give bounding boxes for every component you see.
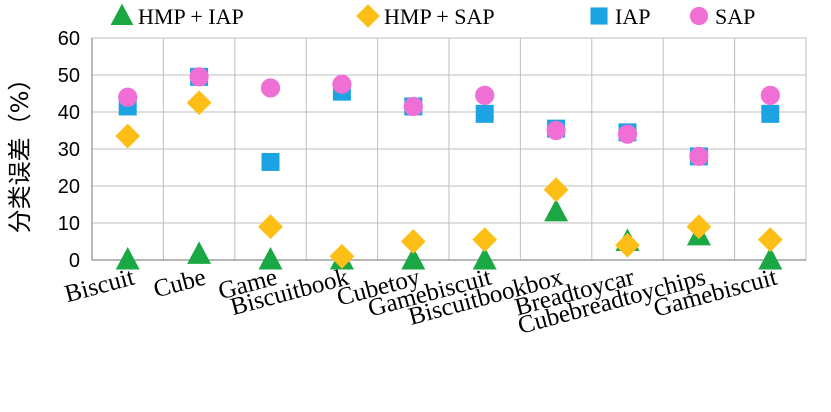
y-tick-label: 50	[58, 65, 80, 87]
data-point-triangle	[258, 246, 283, 270]
legend-entry: SAP	[689, 4, 755, 29]
circle-icon	[689, 6, 709, 26]
legend-entry: HMP + IAP	[110, 3, 244, 29]
data-point-triangle	[115, 246, 140, 270]
data-point-square	[475, 104, 494, 123]
legend-label: SAP	[715, 4, 755, 29]
data-point-circle	[118, 87, 138, 107]
data-point-square	[261, 152, 280, 171]
data-point-diamond	[400, 229, 426, 254]
data-point-triangle	[472, 246, 497, 270]
data-point-diamond	[615, 232, 640, 258]
y-tick-label: 0	[69, 250, 80, 272]
y-axis-label: 分类误差（%）	[6, 67, 34, 234]
data-point-diamond	[757, 227, 783, 253]
data-point-circle	[189, 67, 209, 87]
data-point-square	[761, 104, 780, 123]
data-point-diamond	[186, 90, 212, 116]
square-icon	[590, 7, 608, 25]
plot-frame	[91, 37, 807, 261]
y-tick-label: 40	[58, 102, 80, 124]
x-axis-labels: Biscuit Cube GameBiscuitbookCubetoyGamebis…	[62, 264, 780, 340]
data-point-diamond	[115, 123, 141, 149]
legend-label: HMP + SAP	[384, 4, 495, 29]
data-markers	[115, 67, 783, 270]
y-tick-label: 60	[58, 28, 80, 50]
data-point-circle	[760, 85, 780, 105]
data-point-circle	[689, 146, 709, 166]
data-point-triangle	[544, 198, 569, 222]
data-point-diamond	[329, 243, 355, 269]
data-point-circle	[260, 78, 281, 98]
x-category-label: Cube	[151, 264, 209, 304]
data-point-triangle	[758, 246, 783, 270]
legend: HMP + IAP HMP + SAP IAP SAP	[110, 3, 755, 29]
y-tick-label: 10	[58, 213, 80, 235]
data-point-circle	[546, 120, 566, 141]
y-axis-ticks: 0 10 20 30 40 50 60	[58, 28, 80, 272]
legend-label: HMP + IAP	[138, 4, 244, 29]
data-point-diamond	[543, 177, 569, 203]
data-point-circle	[403, 96, 423, 117]
data-point-circle	[475, 85, 495, 105]
data-point-diamond	[686, 214, 712, 240]
data-point-triangle	[401, 246, 426, 270]
diamond-icon	[356, 4, 380, 28]
legend-label: IAP	[615, 4, 650, 29]
data-point-circle	[332, 74, 352, 94]
y-tick-label: 30	[58, 139, 80, 161]
data-point-diamond	[472, 227, 498, 253]
legend-entry: IAP	[590, 4, 650, 29]
data-point-triangle	[187, 241, 212, 264]
data-point-circle	[617, 124, 638, 144]
triangle-icon	[110, 3, 134, 25]
data-point-diamond	[258, 214, 283, 240]
legend-entry: HMP + SAP	[356, 4, 495, 29]
y-tick-label: 20	[58, 176, 80, 198]
